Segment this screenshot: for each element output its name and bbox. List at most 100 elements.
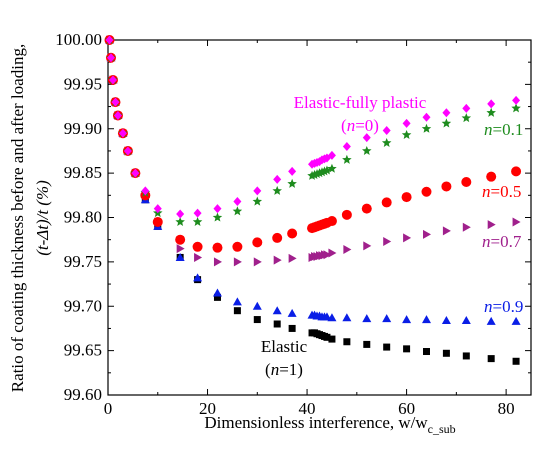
elastic-fully-plastic-n-0-point [362,133,371,143]
elastic-fully-plastic-n-0-point [176,209,185,219]
n-0-9-point [421,315,431,324]
annotation-n1-pre: ( [265,360,271,379]
elastic-fully-plastic-n-0-point [462,103,471,113]
n-0-9-point [212,288,222,297]
n-0-1-point [381,137,392,147]
n-0-9-point [232,297,242,306]
n-0-1-point [232,206,243,216]
n-0-9-point [511,316,521,325]
n-0-1-point [362,145,372,155]
elastic-fully-plastic-n-0-point [213,204,222,214]
n-0-7-point [343,244,352,254]
n-0-1-point [327,163,337,173]
n-0-1-point [312,169,322,179]
x-axis-title-sub: c_sub [428,422,456,436]
n-0-9-point [193,273,203,282]
n-0-1-point [401,129,412,140]
annotation-n01-eq: =0.1 [493,120,524,139]
elastic-fully-plastic-n-0-point [253,186,262,196]
n-0-1-point [319,166,330,176]
n-0-5-point [461,177,472,187]
n-0-9-point [362,314,372,323]
n-0-9-point [461,315,471,324]
n-0-1-point [342,154,352,164]
annotation-n09: n=0.9 [484,297,523,316]
n-0-5-point [287,228,298,239]
n-0-1-point [212,212,223,222]
n-0-9-point [287,308,297,317]
elastic-n-1-point [383,343,391,351]
n-0-5-point [326,216,337,227]
n-0-1-point [287,178,297,188]
y-tick-label: 99.60 [64,385,102,404]
elastic-n-1-point [288,324,296,332]
n-0-7-point [403,233,412,243]
elastic-n-1-point [253,316,261,324]
n-0-7-point [462,222,471,232]
n-0-1-point [309,169,320,179]
elastic-fully-plastic-n-0-point [402,118,411,128]
elastic-fully-plastic-n-0-point [382,126,391,136]
n-0-1-point [486,107,496,117]
elastic-n-1-point [403,345,411,353]
y-tick-label: 99.90 [64,119,102,138]
n-0-5-point [175,234,186,245]
n-0-7-point [213,257,222,267]
annotation-n1-line2: (n=1) [265,360,303,379]
elastic-fully-plastic-n-0-point [153,204,162,214]
y-tick-label: 99.85 [64,163,102,182]
elastic-n-1-point [363,340,371,348]
annotation-n07: n=0.7 [482,232,522,251]
elastic-fully-plastic-n-0-point [105,35,114,45]
annotation-n05-eq: =0.5 [491,182,522,201]
n-0-7-point [487,220,496,230]
axis-ticks: 0 20 40 60 80 99.60 99.65 99.70 99.75 99.80 99.85 9… [55,30,531,418]
elastic-n-1-point [273,320,281,328]
annotation-n09-eq: =0.9 [493,297,524,316]
n-0-7-point [273,255,282,265]
n-0-7-point [194,252,203,262]
n-0-7-point [176,244,185,254]
y-tick-label: 99.70 [64,296,102,315]
y-tick-label: 99.75 [64,252,102,271]
x-tick-label: 0 [104,399,113,418]
y-tick-label: 99.80 [64,208,102,227]
annotation-n05-n: n [482,182,491,201]
annotation-n0-line2: (n=0) [341,116,379,135]
n-0-7-point [288,253,297,263]
annotation-n07-n: n [482,232,491,251]
elastic-n-1-point [462,352,470,360]
n-0-7-point [512,217,521,227]
annotation-n1: Elastic (n=1) [261,337,308,379]
annotation-n07-eq: =0.7 [491,232,522,251]
elastic-fully-plastic-n-0-point [106,53,115,63]
n-0-9-point [272,306,282,315]
elastic-n-1-point [323,333,331,341]
n-0-1-point [441,118,452,128]
x-axis-title-main: Dimensionless interference, w/w [204,413,428,432]
elastic-n-1-point [213,293,221,301]
annotation-n0-n: n [347,116,356,135]
n-0-9-point [441,315,451,324]
n-0-1-point [175,216,185,226]
y-axis-title-line1: Ratio of coating thickness before and af… [8,44,27,392]
n-0-9-point [382,314,392,323]
annotation-n0: Elastic-fully plastic (n=0) [294,93,427,135]
annotation-n0-line1: Elastic-fully plastic [294,93,427,112]
n-0-5-point [272,232,283,243]
n-0-5-point [421,186,432,197]
n-0-7-point [253,257,262,267]
elastic-fully-plastic-n-0-point [487,99,496,109]
n-0-1-point [511,103,521,113]
elastic-fully-plastic-n-0-point [422,112,431,122]
elastic-fully-plastic-n-0-point [118,128,127,138]
n-0-7-point [328,248,337,258]
n-0-5-point [252,237,263,248]
elastic-fully-plastic-n-0-point [327,150,336,160]
n-0-7-point [233,257,242,267]
elastic-fully-plastic-n-0-point [141,186,150,196]
x-tick-label: 60 [398,399,415,418]
n-0-1-point [317,167,327,177]
x-axis-title: Dimensionless interference, w/wc_sub [204,413,455,436]
